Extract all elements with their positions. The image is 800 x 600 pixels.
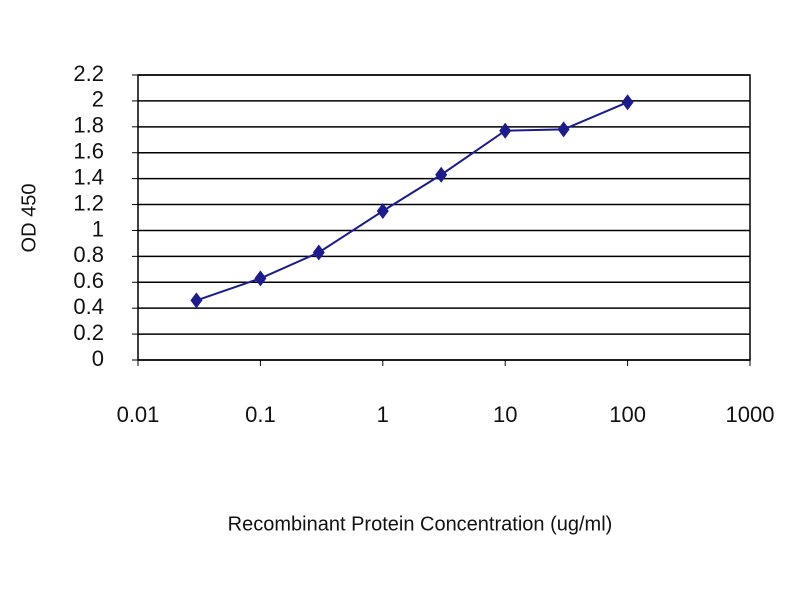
y-tick-label: 1.4 — [73, 164, 104, 189]
y-tick-label: 0.8 — [73, 242, 104, 267]
marker — [557, 121, 570, 138]
y-tick-label: 2 — [92, 87, 104, 112]
y-tick-label: 0.4 — [73, 294, 104, 319]
marker — [376, 203, 389, 220]
plot-area — [137, 74, 751, 361]
x-axis-title: Recombinant Protein Concentration (ug/ml… — [228, 513, 613, 535]
marker — [499, 122, 512, 139]
marker — [190, 292, 203, 309]
marker — [312, 244, 325, 261]
y-tick-label: 0.6 — [73, 268, 104, 293]
marker — [435, 166, 448, 183]
x-tick-label: 0.1 — [245, 402, 276, 427]
y-tick-label: 0 — [92, 346, 104, 371]
series-line — [196, 101, 628, 302]
y-tick-label: 0.2 — [73, 320, 104, 345]
y-tick-label: 1.2 — [73, 190, 104, 215]
x-tick-label: 10 — [493, 402, 517, 427]
y-tick-label: 1.8 — [73, 113, 104, 138]
marker — [621, 94, 634, 111]
y-tick-label: 1.6 — [73, 139, 104, 164]
x-tick-label: 1000 — [726, 402, 775, 427]
y-axis-title: OD 450 — [18, 184, 40, 253]
y-tick-label: 2.2 — [73, 61, 104, 86]
y-tick-label: 1 — [92, 216, 104, 241]
x-tick-label: 100 — [609, 402, 646, 427]
x-tick-label: 1 — [377, 402, 389, 427]
x-tick-label: 0.01 — [117, 402, 160, 427]
marker — [254, 270, 267, 287]
